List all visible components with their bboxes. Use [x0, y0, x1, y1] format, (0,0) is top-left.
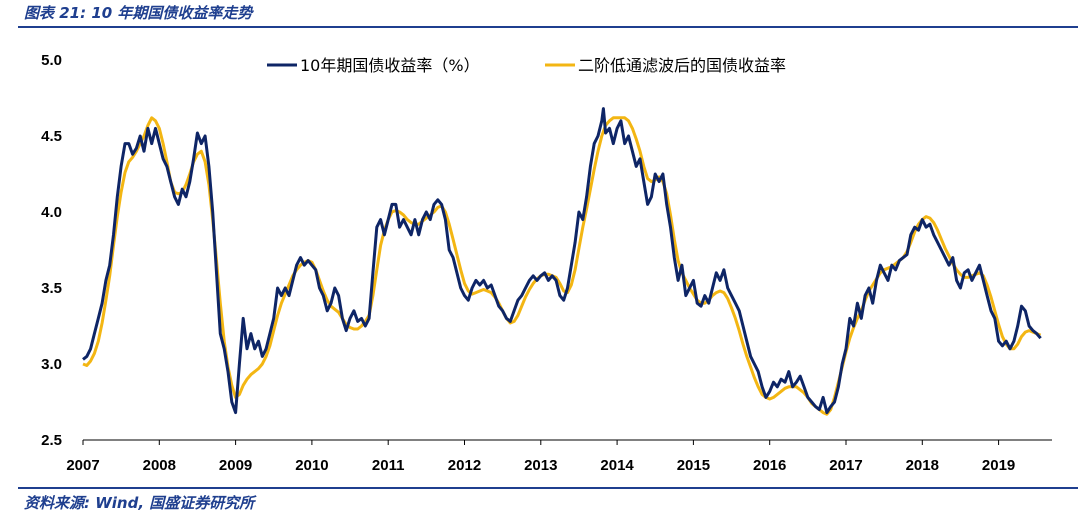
x-tick-label: 2011 [372, 457, 405, 474]
title-divider [18, 26, 1078, 28]
legend-label: 二阶低通滤波后的国债收益率 [578, 56, 786, 75]
y-tick-label: 4.0 [41, 204, 62, 221]
legend-label: 10年期国债收益率（%） [300, 56, 480, 75]
x-axis-ticks: 2007 2008 2009 2010 2011 2012 2013 2014 2015 2016… [66, 440, 1015, 474]
yield-line-chart: 2.53.03.54.04.55.0 2007 2008 2009 2010 2011 2… [41, 52, 1052, 474]
x-tick-label: 2007 [66, 457, 99, 474]
y-tick-label: 5.0 [41, 52, 62, 69]
series-lines [82, 107, 1042, 416]
series-line [82, 116, 1042, 416]
chart-legend: 10年期国债收益率（%） 二阶低通滤波后的国债收益率 [267, 56, 786, 75]
x-tick-label: 2018 [906, 457, 939, 474]
y-tick-label: 2.5 [41, 432, 62, 449]
y-tick-label: 4.5 [41, 128, 62, 145]
x-tick-label: 2013 [524, 457, 557, 474]
figure-title: 图表 21: 10 年期国债收益率走势 [24, 4, 253, 22]
source-divider [18, 487, 1078, 489]
x-tick-label: 2015 [677, 457, 710, 474]
y-tick-label: 3.5 [41, 280, 62, 297]
x-tick-label: 2014 [600, 457, 634, 474]
y-tick-label: 3.0 [41, 356, 62, 373]
x-tick-label: 2017 [829, 457, 862, 474]
x-tick-label: 2012 [448, 457, 481, 474]
x-tick-label: 2016 [753, 457, 786, 474]
x-tick-label: 2008 [143, 457, 176, 474]
x-tick-label: 2010 [295, 457, 328, 474]
x-tick-label: 2019 [982, 457, 1015, 474]
y-axis-ticks: 2.5 3.0 3.5 4.0 4.5 5.0 [41, 52, 62, 449]
series-line [82, 107, 1042, 415]
figure-source: 资料来源: Wind, 国盛证券研究所 [24, 494, 255, 512]
x-tick-label: 2009 [219, 457, 252, 474]
